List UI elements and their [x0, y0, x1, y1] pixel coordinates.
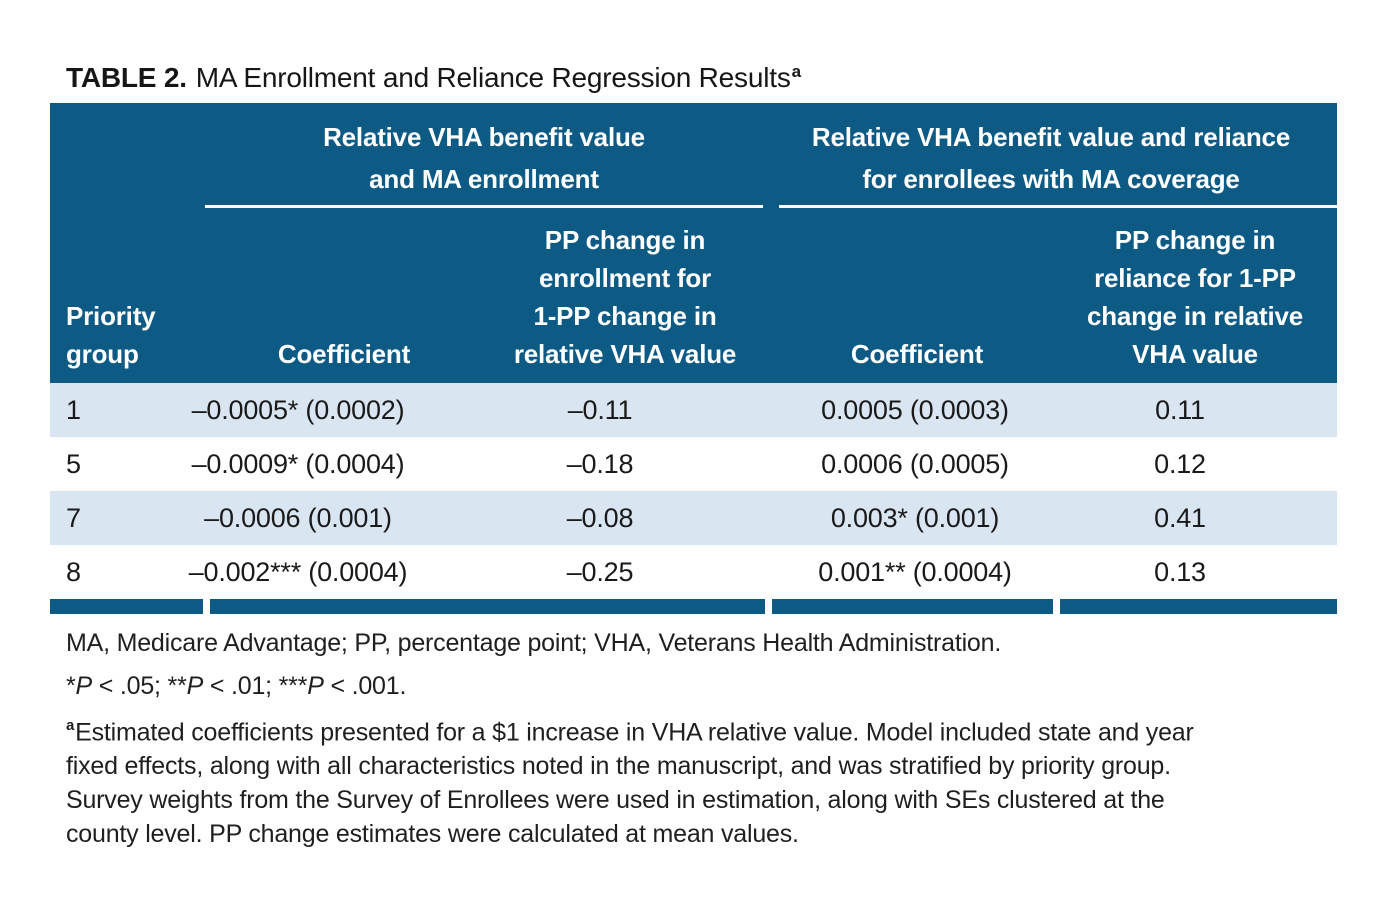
pp-change-reliance-cell: 0.13 [1154, 556, 1206, 587]
table-row: 8 –0.002*** (0.0004) –0.25 0.001** (0.00… [50, 545, 1337, 599]
table-header: Relative VHA benefit value and MA enroll… [50, 103, 1337, 383]
coefficient-enrollment-cell: –0.0006 (0.001) [204, 502, 392, 533]
column-header-line: reliance for 1-PP [1094, 263, 1296, 293]
significance-text: < .01; *** [203, 672, 308, 700]
table-number: TABLE 2. [66, 62, 187, 93]
group-header-reliance: Relative VHA benefit value and reliance … [765, 116, 1337, 200]
table-caption: MA Enrollment and Reliance Regression Re… [195, 62, 791, 93]
column-header-line: enrollment for [539, 263, 711, 293]
footnote-a-marker: a [66, 717, 75, 734]
pp-change-reliance-cell: 0.12 [1154, 448, 1206, 479]
group-header-line: and MA enrollment [369, 164, 599, 194]
bottom-bar-segment [1060, 599, 1337, 614]
column-header-pp-change-reliance: PP change in reliance for 1-PP change in… [1053, 221, 1337, 383]
significance-text: < .001. [323, 672, 407, 700]
footnote-abbreviations: MA, Medicare Advantage; PP, percentage p… [66, 629, 1002, 657]
coefficient-reliance-cell: 0.0005 (0.0003) [821, 394, 1009, 425]
column-header-coefficient-reliance: Coefficient [773, 335, 1061, 383]
footnote-significance: *P < .05; **P < .01; ***P < .001. [66, 671, 1346, 701]
p-value-symbol: P [307, 672, 324, 700]
column-header-line: Priority [66, 301, 156, 331]
coefficient-reliance-cell: 0.003* (0.001) [830, 502, 1000, 533]
p-value-symbol: P [186, 672, 204, 700]
header-rule-left [205, 205, 763, 208]
pp-change-reliance-cell: 0.11 [1155, 394, 1205, 425]
pp-change-enrollment-cell: –0.25 [566, 556, 634, 587]
priority-group-cell: 7 [66, 502, 81, 533]
coefficient-enrollment-cell: –0.0009* (0.0004) [191, 448, 405, 479]
header-rule-right [779, 205, 1337, 208]
column-header-line: PP change in [1114, 225, 1276, 255]
table-title-footnote-marker: a [791, 62, 801, 81]
significance-text: * [66, 672, 76, 700]
group-header-line: for enrollees with MA coverage [862, 164, 1240, 194]
column-header-coefficient-enrollment: Coefficient [203, 335, 485, 383]
significance-text: < .05; ** [92, 672, 187, 700]
regression-results-table: Relative VHA benefit value and MA enroll… [50, 103, 1337, 614]
table-bottom-bar [50, 599, 1337, 614]
priority-group-cell: 1 [66, 394, 81, 425]
footnote-a: aEstimated coefficients presented for a … [66, 710, 1346, 851]
column-header-line: Coefficient [850, 339, 984, 369]
column-header-line: PP change in [544, 225, 706, 255]
pp-change-enrollment-cell: –0.11 [567, 394, 633, 425]
column-header-line: VHA value [1132, 339, 1258, 369]
table-row: 1 –0.0005* (0.0002) –0.11 0.0005 (0.0003… [50, 383, 1337, 437]
bottom-bar-segment [772, 599, 1053, 614]
group-header-line: Relative VHA benefit value and reliance [811, 122, 1291, 152]
column-header-line: change in relative [1086, 301, 1304, 331]
column-header-pp-change-enrollment: PP change in enrollment for 1-PP change … [485, 221, 765, 383]
footnote-a-line: county level. PP change estimates were c… [66, 820, 799, 849]
footnote-a-line: Survey weights from the Survey of Enroll… [66, 786, 1165, 815]
table-row: 7 –0.0006 (0.001) –0.08 0.003* (0.001) 0… [50, 491, 1337, 545]
group-header-enrollment: Relative VHA benefit value and MA enroll… [203, 116, 765, 200]
column-headers: Priority group Coefficient PP change in … [50, 103, 1337, 383]
column-header-line: 1-PP change in [533, 301, 717, 331]
coefficient-reliance-cell: 0.001** (0.0004) [818, 556, 1012, 587]
group-header-line: Relative VHA benefit value [323, 122, 645, 152]
column-header-line: Coefficient [277, 339, 411, 369]
pp-change-enrollment-cell: –0.08 [566, 502, 634, 533]
column-header-priority-group: Priority group [50, 297, 203, 383]
table-row: 5 –0.0009* (0.0004) –0.18 0.0006 (0.0005… [50, 437, 1337, 491]
table-title: TABLE 2. MA Enrollment and Reliance Regre… [66, 62, 801, 98]
bottom-bar-segment [210, 599, 765, 614]
priority-group-cell: 8 [66, 556, 81, 587]
footnote-a-line: aEstimated coefficients presented for a … [66, 710, 1346, 749]
coefficient-reliance-cell: 0.0006 (0.0005) [821, 448, 1009, 479]
table-body: 1 –0.0005* (0.0002) –0.11 0.0005 (0.0003… [50, 383, 1337, 599]
bottom-bar-segment [50, 599, 203, 614]
column-header-line: relative VHA value [513, 339, 737, 369]
coefficient-enrollment-cell: –0.0005* (0.0002) [191, 394, 405, 425]
footnote-a-line: fixed effects, along with all characteri… [66, 752, 1171, 781]
column-header-line: group [66, 339, 139, 369]
priority-group-cell: 5 [66, 448, 81, 479]
pp-change-reliance-cell: 0.41 [1154, 502, 1206, 533]
coefficient-enrollment-cell: –0.002*** (0.0004) [188, 556, 408, 587]
footnote-a-text: Estimated coefficients presented for a $… [75, 718, 1194, 747]
p-value-symbol: P [75, 672, 93, 700]
pp-change-enrollment-cell: –0.18 [566, 448, 634, 479]
